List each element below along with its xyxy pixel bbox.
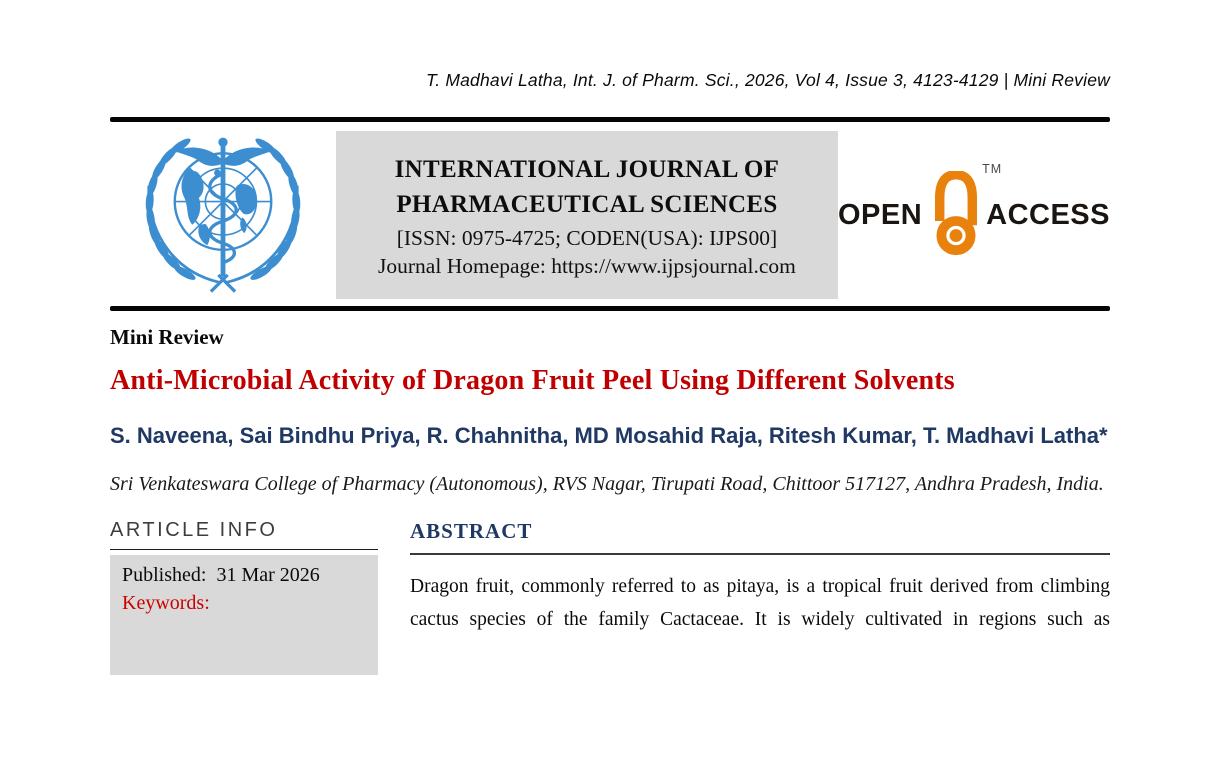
trademark-label: TM bbox=[982, 162, 1003, 176]
abstract-section: ABSTRACT Dragon fruit, commonly referred… bbox=[410, 519, 1110, 675]
article-affiliation: Sri Venkateswara College of Pharmacy (Au… bbox=[110, 473, 1104, 495]
article-type-label: Mini Review bbox=[110, 325, 224, 349]
article-body-columns: ARTICLE INFO Published: 31 Mar 2026 Keywo… bbox=[110, 519, 1110, 675]
homepage-line: Journal Homepage: https://www.ijpsjourna… bbox=[342, 254, 832, 279]
open-lock-icon bbox=[935, 169, 978, 256]
abstract-heading: ABSTRACT bbox=[410, 519, 1110, 555]
published-date: 31 Mar 2026 bbox=[216, 564, 320, 586]
keywords-label: Keywords: bbox=[122, 592, 210, 614]
laurel-wreath-left bbox=[145, 137, 196, 280]
column-gap bbox=[378, 519, 410, 675]
issn-line: [ISSN: 0975-4725; CODEN(USA): IJPS00] bbox=[396, 225, 778, 250]
published-label: Published: bbox=[122, 564, 207, 586]
horizontal-rule-bottom bbox=[110, 306, 1110, 311]
open-access-logo: OPEN TM ACCESS bbox=[838, 131, 1110, 299]
article-info-box: Published: 31 Mar 2026 Keywords: bbox=[110, 555, 378, 675]
journal-name: INTERNATIONAL JOURNAL OF PHARMACEUTICAL … bbox=[394, 155, 780, 218]
page-content: T. Madhavi Latha, Int. J. of Pharm. Sci.… bbox=[0, 70, 1220, 675]
homepage-url-link[interactable]: https://www.ijpsjournal.com bbox=[551, 253, 796, 278]
open-access-lock: TM bbox=[932, 162, 1001, 259]
published-row: Published: 31 Mar 2026 bbox=[122, 564, 366, 587]
article-title: Anti-Microbial Activity of Dragon Fruit … bbox=[110, 365, 955, 396]
running-head: T. Madhavi Latha, Int. J. of Pharm. Sci.… bbox=[425, 70, 1110, 90]
open-access-open-label: OPEN bbox=[837, 198, 923, 231]
article-info-heading: ARTICLE INFO bbox=[110, 519, 378, 550]
article-info-section: ARTICLE INFO Published: 31 Mar 2026 Keywo… bbox=[110, 519, 378, 675]
abstract-text: Dragon fruit, commonly referred to as pi… bbox=[410, 576, 1110, 631]
horizontal-rule-top bbox=[110, 117, 1110, 122]
journal-logo bbox=[110, 131, 336, 299]
laurel-wreath-right bbox=[250, 137, 301, 280]
journal-masthead: INTERNATIONAL JOURNAL OF PHARMACEUTICAL … bbox=[110, 131, 1110, 299]
open-access-access-label: ACCESS bbox=[986, 198, 1110, 231]
homepage-label: Journal Homepage: bbox=[378, 253, 546, 278]
article-authors: S. Naveena, Sai Bindhu Priya, R. Chahnit… bbox=[110, 423, 1108, 448]
globe-continents bbox=[181, 168, 257, 245]
masthead-box: INTERNATIONAL JOURNAL OF PHARMACEUTICAL … bbox=[335, 131, 838, 299]
who-globe-caduceus-icon bbox=[145, 137, 301, 293]
caduceus bbox=[175, 137, 271, 277]
